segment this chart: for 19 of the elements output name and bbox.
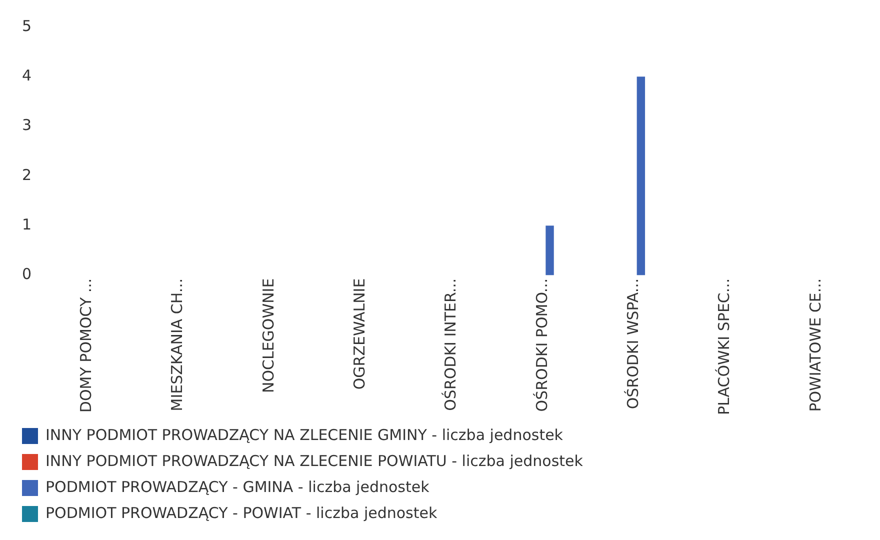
x-tick-label: DOMY POMOCY ...: [77, 278, 96, 413]
x-tick-label: OŚRODKI POMO...: [532, 278, 551, 412]
x-tick-label: NOCLEGOWNIE: [259, 278, 278, 394]
y-tick-label: 2: [22, 166, 32, 184]
legend-label: PODMIOT PROWADZĄCY - GMINA - liczba jednostek: [46, 478, 430, 496]
x-tick-label: OGRZEWALNIE: [350, 278, 368, 390]
x-tick-label: MIESZKANIA CH...: [168, 278, 186, 412]
y-tick-label: 1: [22, 216, 32, 234]
x-tick-label: OŚRODKI WSPA...: [624, 278, 642, 410]
x-tick-label: POWIATOWE CE...: [806, 278, 824, 412]
legend-label: PODMIOT PROWADZĄCY - POWIAT - liczba jednostek: [46, 504, 438, 522]
y-tick-label: 5: [22, 16, 32, 35]
legend-label: INNY PODMIOT PROWADZĄCY NA ZLECENIE GMINY - liczba jednostek: [46, 426, 564, 444]
y-tick-label: 4: [22, 66, 32, 85]
x-tick-label: OŚRODKI INTER...: [442, 278, 460, 411]
legend-label: INNY PODMIOT PROWADZĄCY NA ZLECENIE POWIATU - liczba jednostek: [46, 452, 584, 470]
y-tick-label: 0: [22, 265, 32, 284]
x-tick-label: PLACÓWKI SPEC...: [715, 278, 734, 416]
y-tick-label: 3: [22, 116, 32, 134]
